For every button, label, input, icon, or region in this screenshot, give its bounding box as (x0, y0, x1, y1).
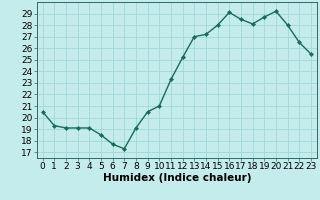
X-axis label: Humidex (Indice chaleur): Humidex (Indice chaleur) (102, 173, 251, 183)
